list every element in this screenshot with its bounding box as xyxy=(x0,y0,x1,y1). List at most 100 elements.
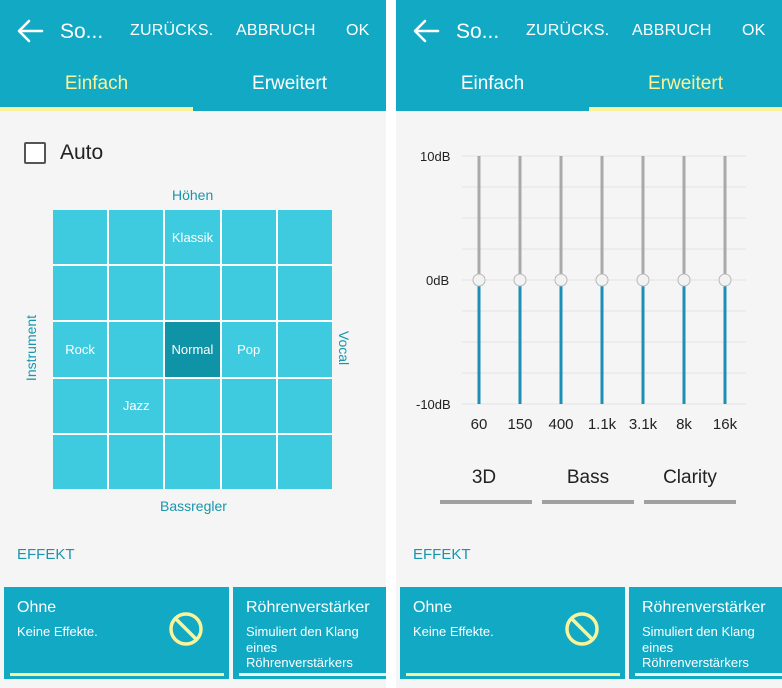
no-effect-icon xyxy=(565,612,599,646)
preset-rock[interactable]: Rock xyxy=(53,322,108,377)
tab-einfach[interactable]: Einfach xyxy=(460,73,525,94)
effect-clarity-slider[interactable] xyxy=(644,500,736,504)
grid-cell[interactable] xyxy=(277,266,332,321)
effect-card-title: Röhrenverstärker xyxy=(246,599,370,616)
eq-freq-label: 16k xyxy=(712,416,738,433)
eq-freq-label: 400 xyxy=(548,416,574,433)
selected-indicator xyxy=(10,673,224,676)
effekt-section-label: EFFEKT xyxy=(17,546,75,563)
desc-line: eines xyxy=(246,639,278,655)
effect-bass-label: Bass xyxy=(566,467,610,488)
eq-knob[interactable] xyxy=(677,273,691,287)
grid-cell[interactable] xyxy=(165,266,220,321)
effect-card-title: Ohne xyxy=(413,599,453,616)
effect-card-roehrenverstaerker[interactable]: Röhrenverstärker Simuliert den Klang ein… xyxy=(629,587,782,679)
preset-grid: Klassik Rock Normal Pop Jazz xyxy=(53,210,332,489)
grid-cell[interactable] xyxy=(53,210,108,265)
eq-freq-label: 3.1k xyxy=(628,416,658,433)
eq-mid-label: 0dB xyxy=(426,273,450,288)
ok-button[interactable]: OK xyxy=(346,22,370,39)
eq-min-label: -10dB xyxy=(416,397,451,412)
preset-pop[interactable]: Pop xyxy=(221,322,276,377)
effekt-section-label: EFFEKT xyxy=(413,546,471,563)
grid-cell[interactable] xyxy=(221,210,276,265)
desc-line: Simuliert den Klang xyxy=(642,624,755,639)
desc-line: Röhrenverstärkers xyxy=(246,655,353,670)
preset-klassik[interactable]: Klassik xyxy=(165,210,220,265)
grid-cell[interactable] xyxy=(165,378,220,433)
effect-bass-slider[interactable] xyxy=(542,500,634,504)
reset-button[interactable]: ZURÜCKS. xyxy=(130,22,214,39)
grid-cell[interactable] xyxy=(53,266,108,321)
grid-cell[interactable] xyxy=(109,434,164,489)
effect-card-desc: Simuliert den Klang eines Röhrenverstärk… xyxy=(246,624,359,671)
eq-freq-label: 8k xyxy=(676,416,692,433)
action-bar: So... ZURÜCKS. ABBRUCH OK Einfach Erweit… xyxy=(396,0,782,111)
eq-knob[interactable] xyxy=(513,273,527,287)
effect-card-desc: Simuliert den Klang eines Röhrenverstärk… xyxy=(642,624,755,671)
card-underline xyxy=(635,673,782,676)
eq-band-slider[interactable] xyxy=(472,156,486,404)
eq-band-slider[interactable] xyxy=(513,156,527,404)
grid-cell[interactable] xyxy=(109,210,164,265)
eq-freq-label: 1.1k xyxy=(587,416,617,433)
grid-cell[interactable] xyxy=(109,266,164,321)
effect-card-ohne[interactable]: Ohne Keine Effekte. xyxy=(400,587,625,679)
grid-cell[interactable] xyxy=(221,378,276,433)
eq-freq-label: 150 xyxy=(507,416,533,433)
card-underline xyxy=(239,673,386,676)
preset-jazz[interactable]: Jazz xyxy=(109,378,164,433)
eq-knob[interactable] xyxy=(595,273,609,287)
grid-cell[interactable] xyxy=(53,378,108,433)
tab-erweitert[interactable]: Erweitert xyxy=(252,73,327,94)
effect-card-roehrenverstaerker[interactable]: Röhrenverstärker Simuliert den Klang ein… xyxy=(233,587,386,679)
grid-cell[interactable] xyxy=(277,210,332,265)
effect-clarity-label: Clarity xyxy=(663,467,717,488)
effect-card-desc: Keine Effekte. xyxy=(17,624,98,639)
axis-label-top: Höhen xyxy=(172,187,214,203)
eq-band-slider[interactable] xyxy=(554,156,568,404)
grid-cell[interactable] xyxy=(165,434,220,489)
effect-card-title: Röhrenverstärker xyxy=(642,599,766,616)
sound-settings-basic-panel: So... ZURÜCKS. ABBRUCH OK Einfach Erweit… xyxy=(0,0,386,688)
arrow-left-icon[interactable] xyxy=(16,18,44,44)
effect-card-title: Ohne xyxy=(17,599,57,616)
eq-band-slider[interactable] xyxy=(677,156,691,404)
tab-einfach[interactable]: Einfach xyxy=(64,73,129,94)
axis-label-bottom: Bassregler xyxy=(160,498,227,514)
reset-button[interactable]: ZURÜCKS. xyxy=(526,22,610,39)
effect-3d-slider[interactable] xyxy=(440,500,532,504)
page-title: So... xyxy=(60,20,104,43)
page-title: So... xyxy=(456,20,500,43)
tab-erweitert[interactable]: Erweitert xyxy=(648,73,723,94)
effect-card-ohne[interactable]: Ohne Keine Effekte. xyxy=(4,587,229,679)
grid-cell[interactable] xyxy=(221,266,276,321)
eq-band-slider[interactable] xyxy=(595,156,609,404)
ok-button[interactable]: OK xyxy=(742,22,766,39)
cancel-button[interactable]: ABBRUCH xyxy=(632,22,712,39)
grid-cell[interactable] xyxy=(221,434,276,489)
eq-knob[interactable] xyxy=(636,273,650,287)
no-effect-icon xyxy=(169,612,203,646)
cancel-button[interactable]: ABBRUCH xyxy=(236,22,316,39)
desc-line: Röhrenverstärkers xyxy=(642,655,749,670)
grid-cell[interactable] xyxy=(53,434,108,489)
desc-line: Simuliert den Klang xyxy=(246,624,359,639)
eq-knob[interactable] xyxy=(718,273,732,287)
grid-cell[interactable] xyxy=(277,378,332,433)
eq-knob[interactable] xyxy=(554,273,568,287)
eq-band-slider[interactable] xyxy=(718,156,732,404)
eq-band-slider[interactable] xyxy=(636,156,650,404)
desc-line: eines xyxy=(642,639,674,655)
selected-indicator xyxy=(406,673,620,676)
axis-label-right: Vocal xyxy=(336,330,353,366)
grid-cell[interactable] xyxy=(277,434,332,489)
arrow-left-icon[interactable] xyxy=(412,18,440,44)
tab-indicator xyxy=(589,107,782,111)
preset-normal[interactable]: Normal xyxy=(165,322,220,377)
grid-cell[interactable] xyxy=(109,322,164,377)
grid-cell[interactable] xyxy=(277,322,332,377)
auto-checkbox[interactable] xyxy=(24,142,46,164)
eq-knob[interactable] xyxy=(472,273,486,287)
sound-settings-advanced-panel: So... ZURÜCKS. ABBRUCH OK Einfach Erweit… xyxy=(396,0,782,688)
